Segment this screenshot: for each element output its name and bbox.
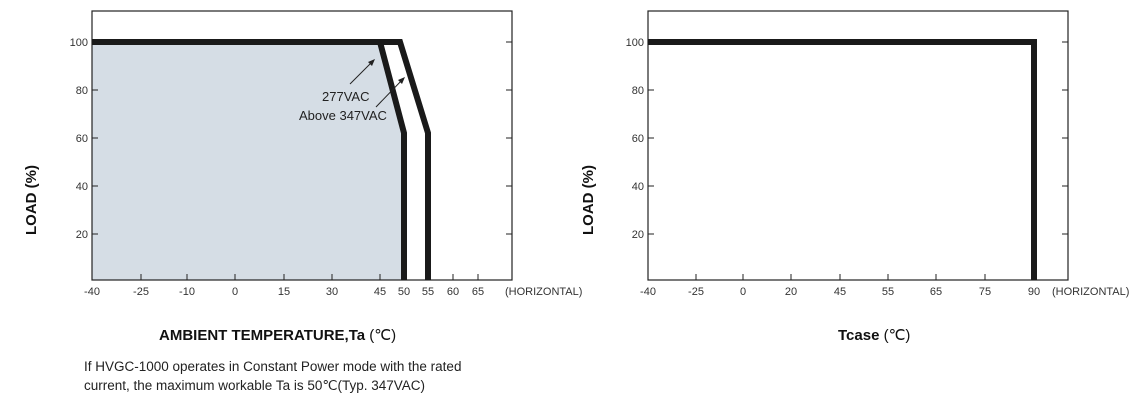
y-tick-label: 20 (632, 229, 644, 241)
y-tick-label: 60 (632, 133, 644, 145)
x-tick-label: 65 (930, 286, 942, 298)
left-x-axis-title: AMBIENT TEMPERATURE,Ta (℃) (159, 326, 396, 344)
x-tick-label: 0 (232, 286, 238, 298)
arrow-277vac (349, 60, 374, 85)
y-tick-label: 80 (632, 85, 644, 97)
right-x-axis-title-main: Tcase (838, 327, 880, 344)
x-tick-label: 65 (472, 286, 484, 298)
y-tick-label: 100 (626, 37, 644, 49)
y-tick-label: 40 (76, 181, 88, 193)
right-x-suffix: (HORIZONTAL) (1052, 286, 1129, 298)
constant-power-note: If HVGC-1000 operates in Constant Power … (84, 357, 504, 395)
right-chart: 100 80 60 40 20 -40 -25 0 20 45 55 65 75 90 (HORIZON… (580, 10, 1129, 298)
y-tick-label: 100 (70, 37, 88, 49)
curve-277vac (92, 39, 407, 280)
x-tick-label: 90 (1028, 286, 1040, 298)
x-tick-label: -10 (179, 286, 195, 298)
x-tick-label: -40 (84, 286, 100, 298)
y-tick-label: 20 (76, 229, 88, 241)
y-tick-label: 80 (76, 85, 88, 97)
x-tick-label: 75 (979, 286, 991, 298)
left-operating-area (92, 42, 404, 280)
arrow-above-347vac (375, 78, 404, 108)
left-chart: 100 80 60 40 20 -40 -25 -10 0 15 30 45 50 55 60 65 277… (23, 10, 582, 298)
y-tick-label: 60 (76, 133, 88, 145)
x-tick-label: 45 (374, 286, 386, 298)
x-tick-label: 20 (785, 286, 797, 298)
right-x-axis-title: Tcase (℃) (838, 326, 910, 344)
curve-above-347vac (380, 39, 431, 280)
right-x-ticks: -40 -25 0 20 45 55 65 75 90 (640, 274, 1040, 298)
note-line-2: current, the maximum workable Ta is 50℃(… (84, 378, 426, 393)
x-tick-label: -40 (640, 286, 656, 298)
left-y-ticks: 100 80 60 40 20 (70, 37, 512, 241)
right-plot-frame (647, 10, 1069, 281)
x-tick-label: 30 (326, 286, 338, 298)
left-x-axis-title-unit: (℃) (369, 327, 397, 344)
left-y-axis-title: LOAD (%) (23, 165, 40, 235)
arrowhead-277vac-icon (368, 59, 375, 66)
x-tick-label: 0 (740, 286, 746, 298)
right-x-axis-title-unit: (℃) (883, 327, 911, 344)
right-y-axis-title: LOAD (%) (580, 165, 597, 235)
annotation-277vac: 277VAC (322, 89, 369, 104)
x-tick-label: 45 (834, 286, 846, 298)
x-tick-label: 55 (882, 286, 894, 298)
right-y-ticks: 100 80 60 40 20 (626, 37, 1068, 241)
y-tick-label: 40 (632, 181, 644, 193)
note-line-1: If HVGC-1000 operates in Constant Power … (84, 359, 462, 374)
x-tick-label: -25 (688, 286, 704, 298)
arrowhead-above-347vac-icon (398, 77, 405, 84)
left-x-suffix: (HORIZONTAL) (505, 286, 582, 298)
x-tick-label: 15 (278, 286, 290, 298)
x-tick-label: 55 (422, 286, 434, 298)
curve-tcase (648, 39, 1037, 280)
x-tick-label: 50 (398, 286, 410, 298)
annotation-above-347vac: Above 347VAC (299, 108, 387, 123)
left-x-axis-title-main: AMBIENT TEMPERATURE,Ta (159, 327, 366, 344)
x-tick-label: 60 (447, 286, 459, 298)
left-plot-frame (91, 10, 513, 281)
x-tick-label: -25 (133, 286, 149, 298)
